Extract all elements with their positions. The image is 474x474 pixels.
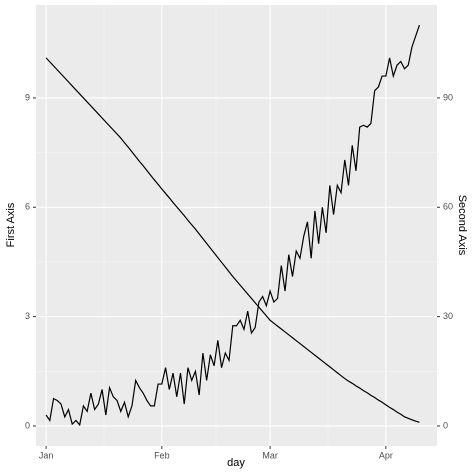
x-tick-label: Apr	[379, 450, 393, 460]
y-tick-label: 9	[25, 92, 30, 102]
y-tick-label: 6	[25, 202, 30, 212]
y-tick-label: 3	[25, 311, 30, 321]
y-axis-title: First Axis	[5, 202, 17, 247]
line	[45, 57, 420, 423]
y2-tick-label: 30	[443, 311, 453, 321]
y2-tick-label: 0	[443, 420, 448, 430]
x-tick-label: Feb	[154, 450, 170, 460]
line	[45, 24, 421, 427]
x-axis-title: day	[227, 457, 245, 469]
y-tick-label: 0	[25, 420, 30, 430]
y2-tick-label: 60	[443, 202, 453, 212]
x-tick-label: Mar	[262, 450, 278, 460]
y2-axis-title: Second Axis	[456, 195, 468, 256]
panel	[36, 5, 437, 446]
x-tick-label: Jan	[39, 450, 54, 460]
y2-tick-label: 90	[443, 92, 453, 102]
